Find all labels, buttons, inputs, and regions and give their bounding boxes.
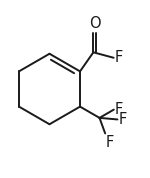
Text: F: F xyxy=(115,50,123,65)
Text: O: O xyxy=(89,16,101,31)
Text: F: F xyxy=(119,112,127,127)
Text: F: F xyxy=(105,135,114,150)
Text: F: F xyxy=(115,101,123,117)
